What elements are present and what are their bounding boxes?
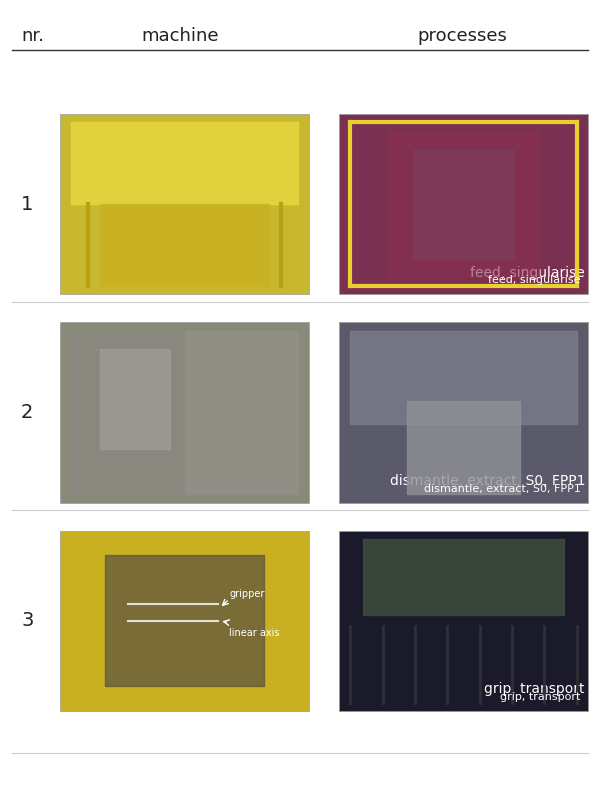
Text: 3: 3 (21, 611, 34, 630)
FancyBboxPatch shape (339, 530, 588, 711)
Text: feed, singularise: feed, singularise (470, 266, 585, 280)
Text: grip, transport: grip, transport (485, 682, 585, 696)
FancyBboxPatch shape (60, 115, 309, 295)
Text: linear axis: linear axis (229, 628, 280, 638)
Text: 1: 1 (21, 195, 34, 214)
Text: processes: processes (417, 27, 507, 45)
Text: feed, singularise: feed, singularise (488, 276, 581, 285)
Text: gripper: gripper (229, 590, 265, 599)
FancyBboxPatch shape (60, 530, 309, 711)
Text: nr.: nr. (21, 27, 44, 45)
Text: dismantle, extract, S0, FPP1: dismantle, extract, S0, FPP1 (389, 474, 585, 488)
FancyBboxPatch shape (339, 115, 588, 295)
Text: machine: machine (141, 27, 219, 45)
FancyBboxPatch shape (60, 322, 309, 503)
Text: 2: 2 (21, 403, 34, 422)
FancyBboxPatch shape (339, 322, 588, 503)
Text: dismantle, extract, S0, FPP1: dismantle, extract, S0, FPP1 (424, 484, 581, 493)
Text: grip, transport: grip, transport (500, 692, 581, 702)
